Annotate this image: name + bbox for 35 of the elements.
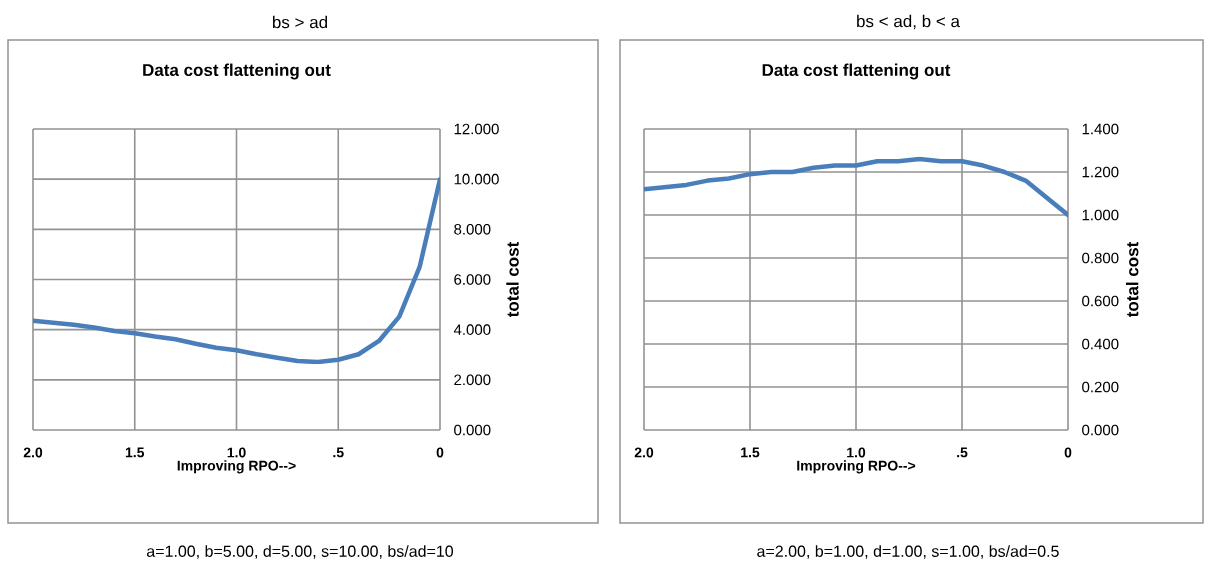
y-tick-label: 0.000 <box>454 424 491 436</box>
y-tick-label: 2.000 <box>454 374 491 386</box>
text: a=1.00, b=5.00, d=5.00, s=10.00, bs/ad=10 <box>146 545 454 559</box>
x-axis-title: Improving RPO--> <box>177 460 296 474</box>
x-tick-label: 1.5 <box>125 447 145 458</box>
y-tick-label: 1.400 <box>1082 123 1119 135</box>
x-tick-label: 2.0 <box>23 447 43 458</box>
x-tick-label: .5 <box>333 447 344 458</box>
x-tick-label: 1.0 <box>847 447 866 458</box>
y-tick-label: 12.000 <box>454 123 499 135</box>
chart-title: bs < ad, b < a <box>857 14 960 30</box>
x-tick-label: 1.5 <box>741 447 760 458</box>
y-tick-label: 0.600 <box>1082 295 1119 307</box>
chart-title: bs > ad <box>272 15 328 29</box>
x-tick-label: 0 <box>436 447 444 458</box>
y-tick-label: 6.000 <box>454 274 491 285</box>
y-tick-label: 1.000 <box>1082 209 1119 221</box>
chart-subtitle: Data cost flattening out <box>143 63 331 80</box>
y-tick-label: 10.000 <box>454 173 499 185</box>
x-tick-label: 1.0 <box>227 447 246 458</box>
y-tick-label: 0.000 <box>1082 424 1119 436</box>
y-tick-label: 0.800 <box>1082 252 1119 264</box>
y-axis-title: total cost <box>1125 241 1139 318</box>
chart-subtitle: Data cost flattening out <box>762 63 951 80</box>
y-tick-label: 0.200 <box>1082 381 1119 393</box>
y-tick-label: 1.200 <box>1082 166 1119 178</box>
x-axis-title: Improving RPO--> <box>797 460 916 474</box>
x-tick-label: .5 <box>957 447 968 458</box>
y-tick-label: 0.400 <box>1082 338 1119 350</box>
y-tick-label: 4.000 <box>453 324 491 335</box>
x-tick-label: 2.0 <box>634 447 654 458</box>
y-axis-title: total cost <box>506 241 519 318</box>
y-tick-label: 8.000 <box>454 224 491 235</box>
text: a=2.00, b=1.00, d=1.00, s=1.00, bs/ad=0.5 <box>757 545 1059 559</box>
x-tick-label: 0 <box>1064 447 1072 458</box>
